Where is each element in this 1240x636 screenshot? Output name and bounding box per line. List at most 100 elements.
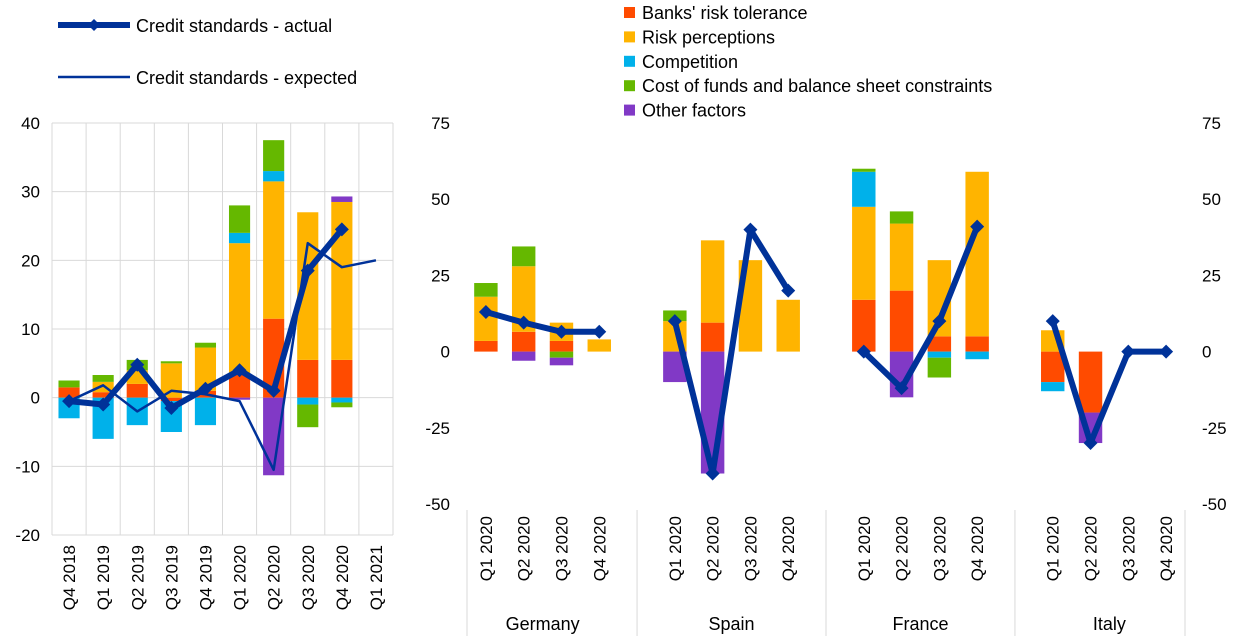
right-bar-segment — [965, 336, 989, 352]
legend-factor-label-1: Banks' risk tolerance — [642, 3, 808, 23]
left-chart: -20 -10 0 10 20 30 40 Q4 2018 Q1 2019 Q2 2019 Q3 2… — [15, 114, 394, 610]
left-bar-segment — [228, 205, 251, 233]
right-bar-segment — [700, 240, 725, 323]
right-actual-point — [554, 324, 569, 339]
legend-swatch-5 — [624, 104, 635, 116]
right-ytick-label-right: 0 — [1202, 343, 1211, 362]
right-ytick-label-left: 25 — [431, 266, 450, 285]
left-bar-segment — [58, 380, 80, 388]
right-category-label: Q3 2020 — [552, 516, 571, 581]
right-category-label: Q3 2020 — [741, 516, 760, 581]
right-chart: -50 -50 -25 -25 0 0 25 25 50 50 75 75 Q1 2020 Q2 2020… — [425, 114, 1227, 636]
left-ytick-label: -10 — [15, 457, 40, 476]
right-bar-segment — [663, 351, 687, 383]
right-group-label-france: France — [892, 614, 948, 634]
legend-factor-label-4: Cost of funds and balance sheet constrai… — [642, 76, 992, 96]
right-bar-segment — [927, 336, 952, 352]
left-bar-segment — [331, 196, 353, 202]
left-actual-point — [130, 357, 145, 372]
left-bar-segment — [263, 171, 285, 182]
right-category-label: Q2 2020 — [893, 516, 912, 581]
right-bar-segment — [1041, 351, 1065, 383]
legend-actual-label: Credit standards - actual — [136, 16, 332, 36]
left-bar-segment — [126, 383, 148, 398]
left-ytick-label: 20 — [21, 251, 40, 270]
right-ytick-label-left: 75 — [431, 114, 450, 133]
right-bar-segment — [927, 351, 952, 358]
left-category-label: Q2 2020 — [265, 545, 284, 610]
right-bar-segment — [587, 339, 611, 352]
right-bar-segment — [889, 223, 914, 291]
left-bar-segment — [194, 342, 217, 348]
right-category-label: Q4 2020 — [779, 516, 798, 581]
left-bar-segment — [297, 359, 319, 398]
right-category-label: Q1 2020 — [855, 516, 874, 581]
right-ytick-label-right: 25 — [1202, 266, 1221, 285]
right-actual-line-italy — [1049, 320, 1167, 447]
right-bar-segment — [549, 357, 574, 366]
right-ytick-label-right: -50 — [1202, 495, 1227, 514]
left-ytick-label: -20 — [15, 526, 40, 545]
left-actual-point — [334, 222, 349, 237]
right-bar-segment — [511, 266, 536, 332]
legend-swatch-3 — [624, 55, 635, 67]
right-category-label: Q2 2020 — [515, 516, 534, 581]
left-bar-segment — [263, 397, 285, 476]
left-category-label: Q1 2020 — [231, 545, 250, 610]
right-category-label: Q2 2020 — [704, 516, 723, 581]
left-category-label: Q3 2020 — [299, 545, 318, 610]
left-bar-segment — [297, 404, 319, 428]
left-bar-segment — [194, 347, 217, 391]
right-category-label: Q3 2020 — [1119, 516, 1138, 581]
right-category-label: Q3 2020 — [930, 516, 949, 581]
left-category-label: Q4 2018 — [60, 545, 79, 610]
right-bar-segment — [511, 246, 536, 267]
left-category-label: Q2 2019 — [128, 545, 147, 610]
left-category-label: Q1 2021 — [367, 545, 386, 610]
left-bar-segment — [92, 392, 114, 398]
right-bar-segment — [776, 299, 800, 352]
right-bar-segment — [549, 340, 574, 352]
right-actual-point — [1083, 436, 1098, 451]
left-category-label: Q3 2019 — [162, 545, 181, 610]
right-actual-point — [592, 324, 607, 339]
right-actual-point — [743, 222, 758, 237]
left-category-label: Q1 2019 — [94, 545, 113, 610]
left-bar-segment — [160, 397, 182, 402]
left-bar-segment — [92, 375, 114, 382]
left-bar-segment — [331, 397, 353, 403]
legend-factor-label-2: Risk perceptions — [642, 27, 775, 47]
legend-actual-diamond-icon — [88, 19, 100, 31]
right-bar-segment — [852, 171, 876, 207]
right-actual-point — [705, 466, 720, 481]
left-actual-point — [232, 363, 247, 378]
right-bar-segment — [965, 351, 989, 360]
right-actual-line-france — [861, 225, 980, 392]
right-actual-point — [781, 283, 796, 298]
right-bar-segment — [549, 351, 574, 358]
left-bar-segment — [160, 363, 182, 398]
left-bar-segment — [228, 232, 251, 244]
left-bar-segment — [297, 397, 319, 405]
right-actual-point — [932, 314, 947, 329]
right-bar-segment — [511, 331, 536, 352]
legend-expected-label: Credit standards - expected — [136, 68, 357, 88]
right-bar-segment — [1041, 382, 1065, 392]
right-group-label-germany: Germany — [506, 614, 580, 634]
right-actual-point — [894, 381, 909, 396]
right-actual-point — [516, 315, 531, 330]
right-bar-segment — [1078, 351, 1103, 413]
right-bar-segment — [474, 340, 498, 352]
right-actual-point — [478, 304, 493, 319]
right-category-label: Q1 2020 — [477, 516, 496, 581]
right-group-label-spain: Spain — [709, 614, 755, 634]
right-actual-point — [667, 314, 682, 329]
right-bar-segment — [889, 211, 914, 224]
right-ytick-label-left: 0 — [441, 343, 450, 362]
left-bar-segment — [58, 387, 80, 398]
left-ytick-label: 10 — [21, 320, 40, 339]
right-actual-point — [970, 219, 985, 234]
left-category-label: Q4 2020 — [333, 545, 352, 610]
left-bar-segment — [92, 381, 114, 393]
